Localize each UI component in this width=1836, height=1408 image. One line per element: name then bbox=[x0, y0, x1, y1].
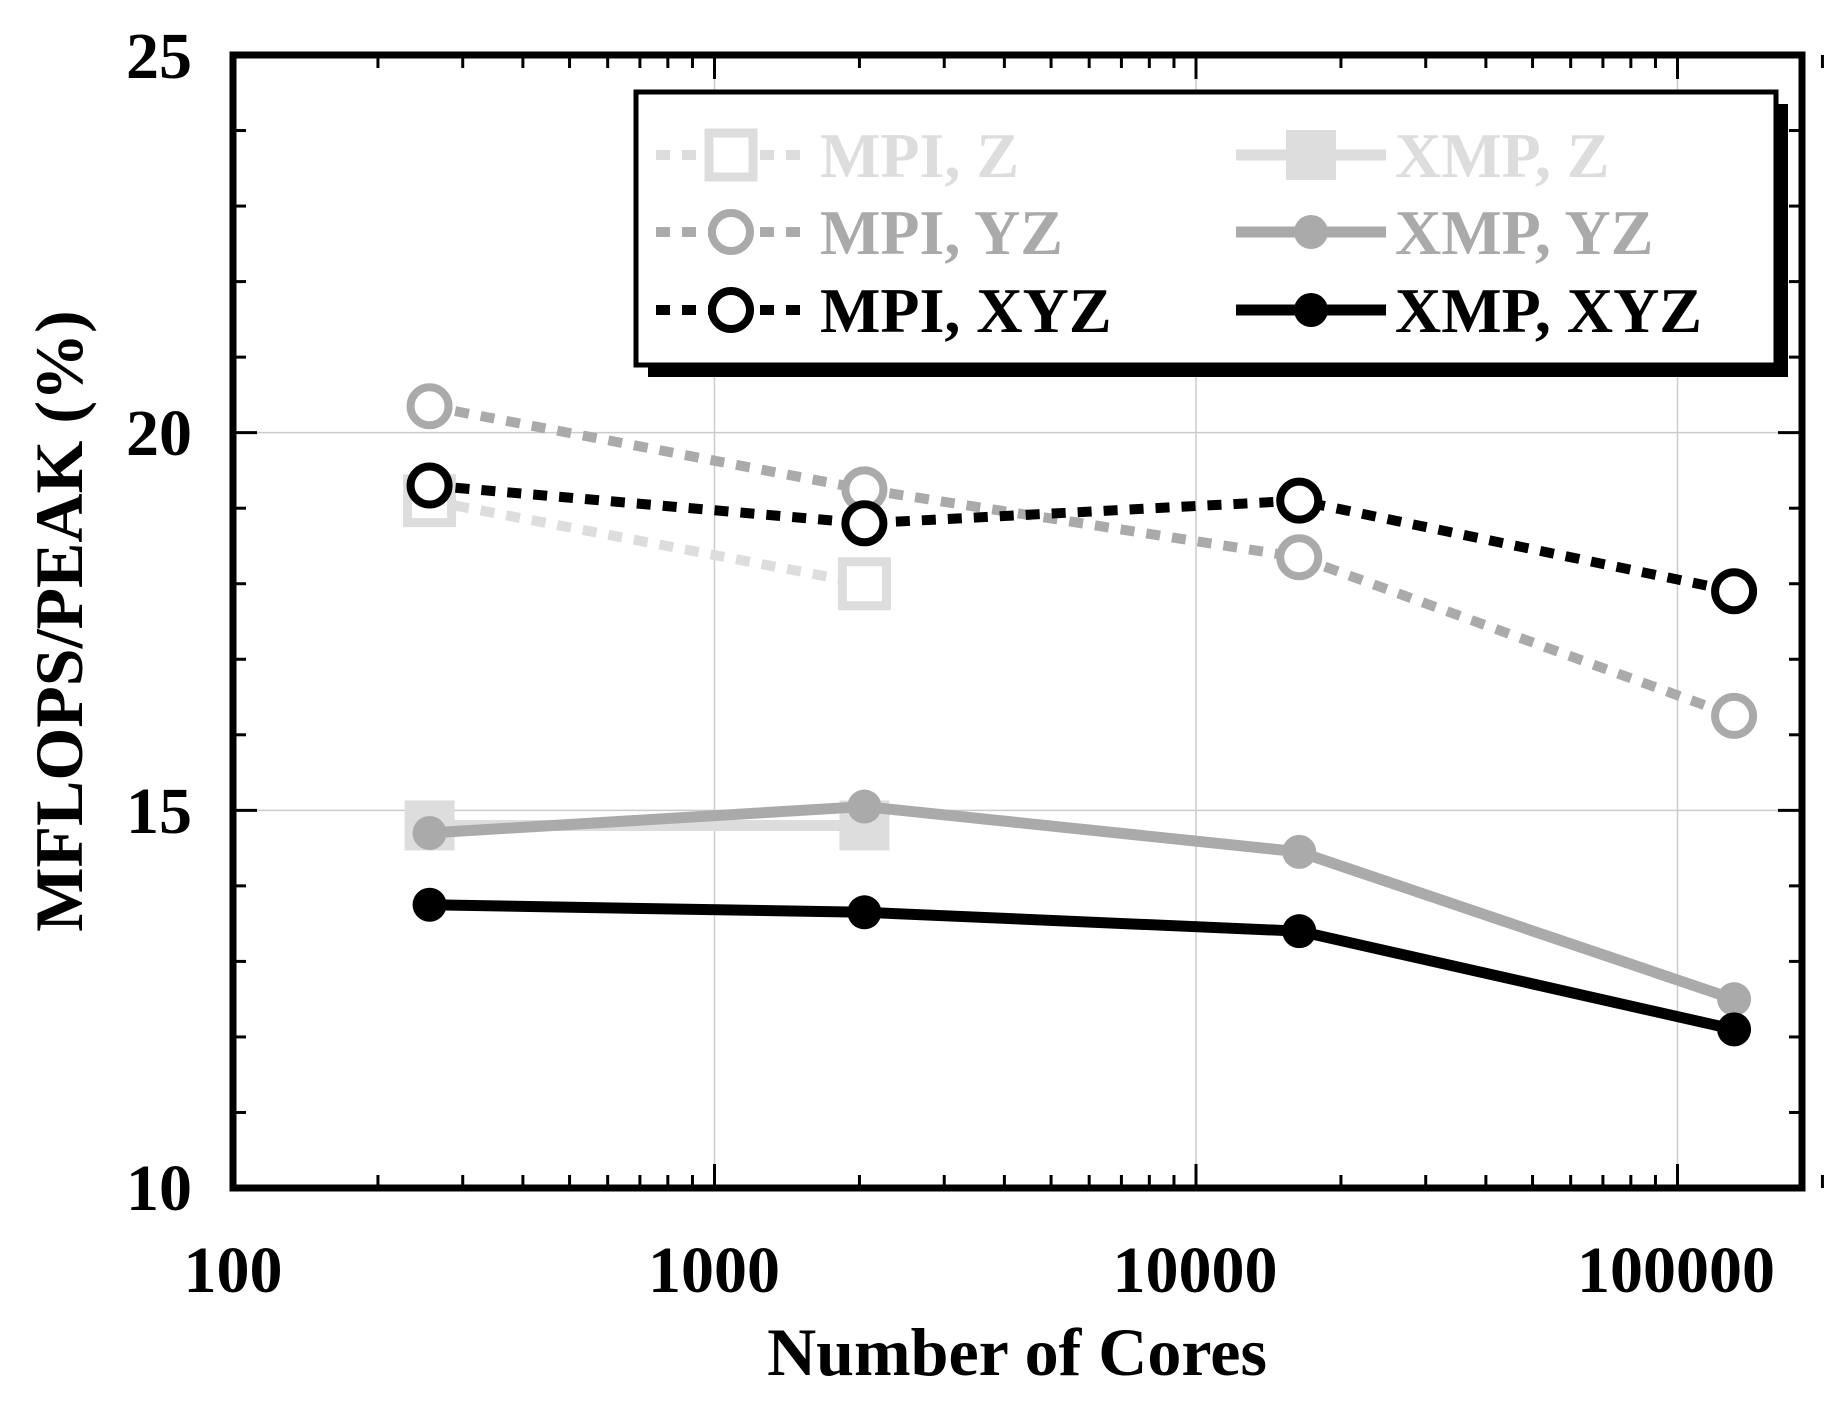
series-layer bbox=[403, 383, 1758, 1047]
data-point bbox=[1276, 534, 1323, 581]
data-point bbox=[1717, 982, 1752, 1017]
legend-entry: MPI, Z bbox=[656, 120, 1019, 191]
data-point bbox=[847, 895, 882, 930]
series-line bbox=[428, 401, 1736, 721]
legend: MPI, Z XMP, Z MPI, YZ XMP, YZ MPI, XYZ XMP, X… bbox=[633, 89, 1788, 377]
x-tick-labels: 100 1000 10000 100000 bbox=[184, 1234, 1776, 1307]
legend-label: XMP, YZ bbox=[1395, 197, 1653, 268]
x-axis-title: Number of Cores bbox=[767, 1314, 1267, 1390]
series-line bbox=[429, 480, 1736, 597]
legend-box bbox=[633, 89, 1779, 368]
series bbox=[406, 462, 1758, 615]
data-point bbox=[708, 209, 754, 255]
legend-label: MPI, XYZ bbox=[820, 275, 1112, 346]
series bbox=[406, 383, 1758, 739]
data-point bbox=[837, 557, 891, 611]
data-point bbox=[406, 383, 453, 430]
series-line bbox=[429, 899, 1736, 1035]
legend-entries: MPI, Z XMP, Z MPI, YZ XMP, YZ MPI, XYZ XMP, X… bbox=[656, 120, 1702, 346]
data-point bbox=[841, 500, 888, 547]
data-point bbox=[406, 462, 453, 509]
data-point bbox=[1294, 293, 1328, 327]
y-tick-label: 15 bbox=[126, 775, 192, 848]
series bbox=[403, 474, 891, 611]
data-point bbox=[704, 128, 758, 182]
x-tick-label: 100 bbox=[184, 1234, 283, 1307]
data-point bbox=[1711, 692, 1758, 739]
series bbox=[412, 887, 1752, 1047]
legend-entry: XMP, YZ bbox=[1236, 197, 1653, 268]
plot-frame bbox=[229, 51, 1806, 1192]
series-line bbox=[428, 495, 866, 589]
y-tick-labels: 10 15 20 25 bbox=[126, 20, 192, 1225]
legend-label: XMP, Z bbox=[1395, 120, 1610, 191]
x-tick-label: 1000 bbox=[648, 1234, 780, 1307]
y-tick-label: 10 bbox=[126, 1152, 192, 1225]
y-tick-label: 25 bbox=[126, 20, 192, 93]
data-point bbox=[1282, 834, 1317, 869]
data-point bbox=[847, 789, 882, 824]
data-point bbox=[1717, 1012, 1752, 1047]
legend-label: MPI, YZ bbox=[820, 197, 1063, 268]
data-point bbox=[412, 815, 447, 850]
series-line bbox=[429, 801, 1736, 1005]
y-tick-label: 20 bbox=[126, 397, 192, 470]
data-point bbox=[1711, 568, 1758, 615]
data-point bbox=[1276, 477, 1323, 524]
x-tick-label: 10000 bbox=[1113, 1234, 1278, 1307]
legend-label: MPI, Z bbox=[820, 120, 1019, 191]
legend-entry: XMP, XYZ bbox=[1236, 275, 1702, 346]
x-tick-label: 100000 bbox=[1577, 1234, 1775, 1307]
y-axis-title: MFLOPS/PEAK (%) bbox=[21, 310, 97, 931]
legend-entry: MPI, YZ bbox=[656, 197, 1063, 268]
data-point bbox=[1286, 130, 1336, 180]
data-point bbox=[1282, 914, 1317, 949]
series bbox=[412, 789, 1752, 1017]
data-point bbox=[708, 287, 754, 333]
data-point bbox=[1294, 215, 1328, 249]
legend-entry: XMP, Z bbox=[1236, 120, 1610, 191]
legend-entry: MPI, XYZ bbox=[656, 275, 1112, 346]
legend-label: XMP, XYZ bbox=[1395, 275, 1702, 346]
data-point bbox=[412, 887, 447, 922]
